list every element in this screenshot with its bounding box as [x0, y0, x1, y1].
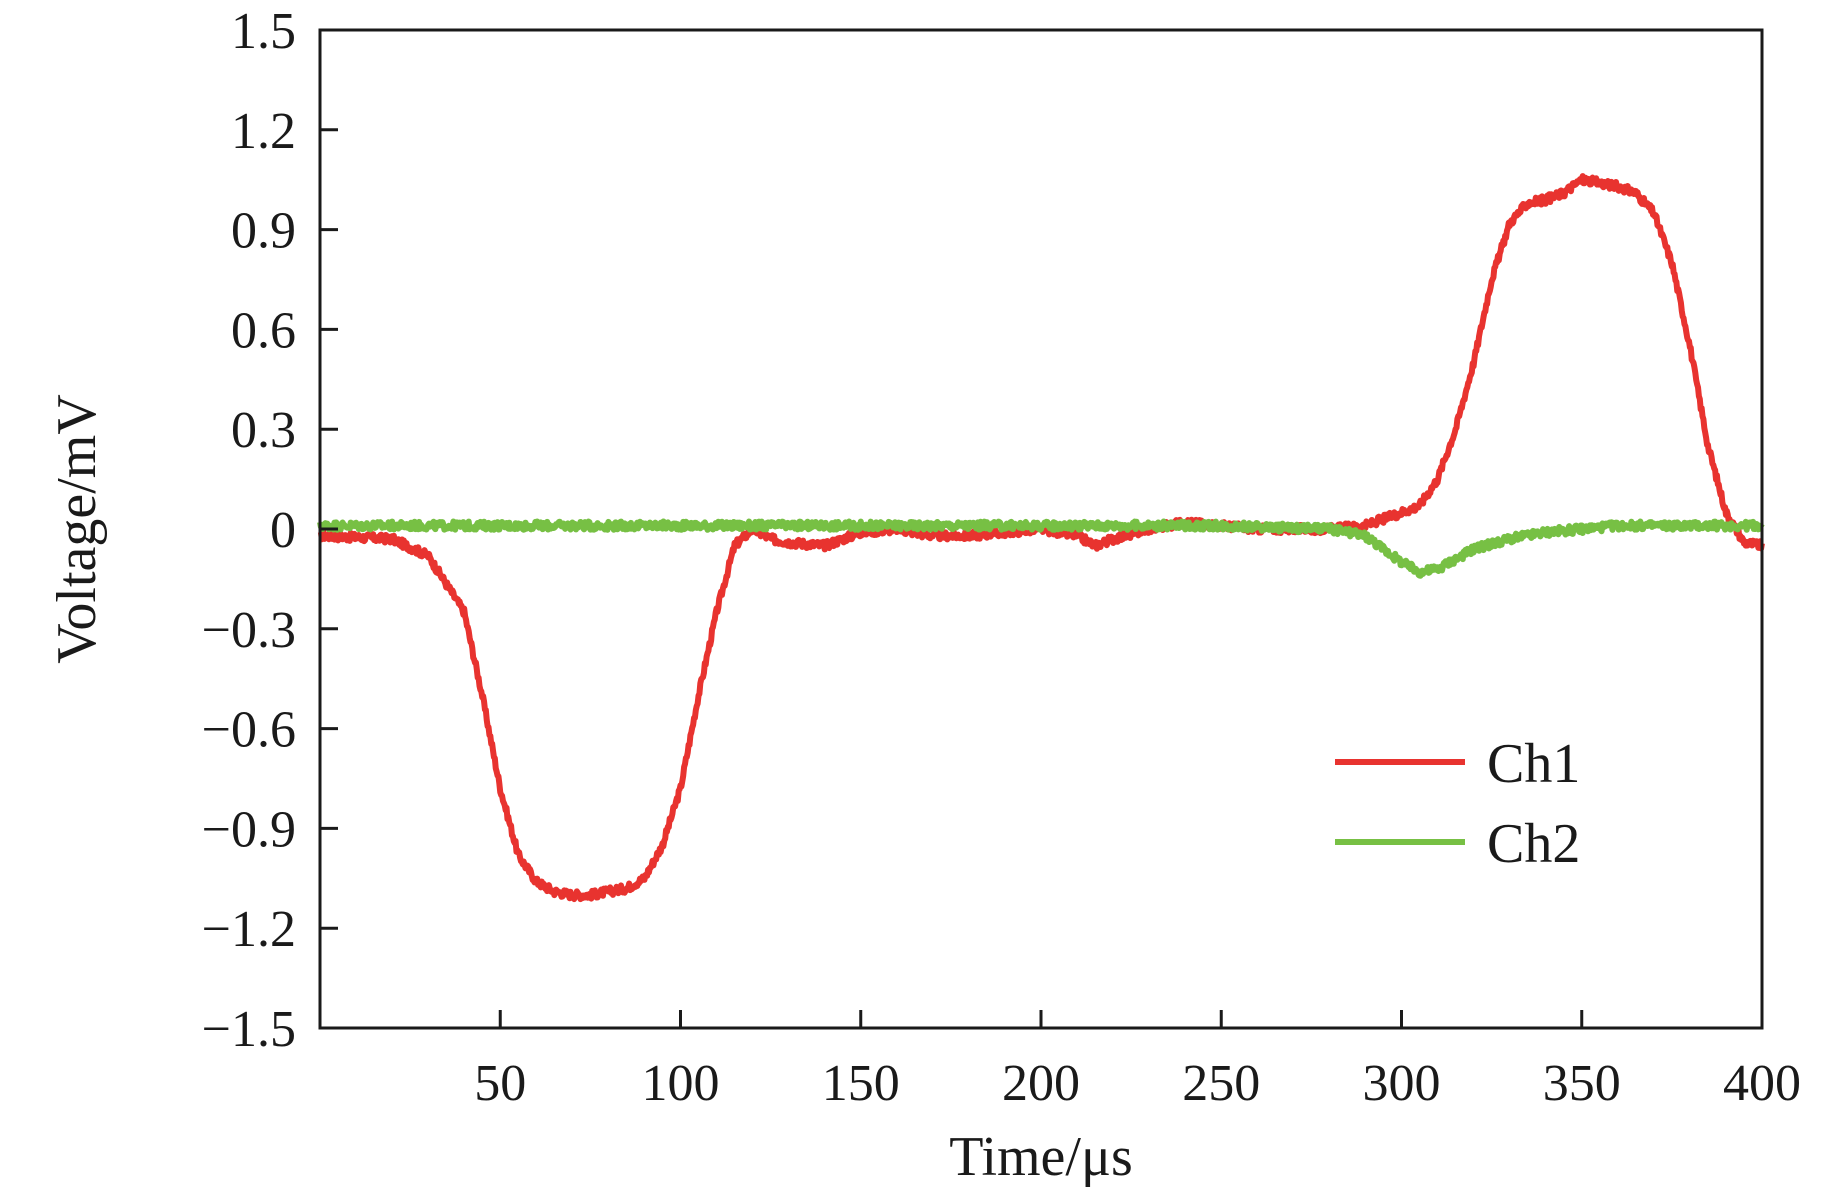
x-tick-label-200: 200 [1002, 1055, 1080, 1112]
y-tick-label-1: 1.2 [231, 103, 296, 160]
x-tick-label-150: 150 [822, 1055, 900, 1112]
y-tick-label-5: 0 [270, 502, 296, 559]
legend-label-ch1: Ch1 [1487, 733, 1580, 795]
y-tick-label-3: 0.6 [231, 302, 296, 359]
y-tick-label-9: −1.2 [202, 901, 296, 958]
x-tick-label-50: 50 [474, 1055, 526, 1112]
y-tick-label-0: 1.5 [231, 3, 296, 60]
x-tick-label-100: 100 [642, 1055, 720, 1112]
x-axis-title: Time/μs [949, 1126, 1133, 1188]
series-layer [317, 173, 1765, 903]
x-tick-label-350: 350 [1543, 1055, 1621, 1112]
series-line-ch2 [317, 518, 1765, 579]
y-axis-title: Voltage/mV [46, 394, 108, 664]
x-axis: 50 100 150 200 250 300 350 400 [474, 1010, 1801, 1112]
y-tick-label-4: 0.3 [231, 402, 296, 459]
x-tick-label-400: 400 [1723, 1055, 1801, 1112]
y-tick-label-6: −0.3 [202, 602, 296, 659]
y-axis: 1.5 1.2 0.9 0.6 0.3 0 −0.3 −0.6 −0.9 −1.2 −1.5 [202, 3, 338, 1058]
y-tick-label-2: 0.9 [231, 203, 296, 260]
y-tick-label-7: −0.6 [202, 702, 296, 759]
x-tick-label-300: 300 [1363, 1055, 1441, 1112]
legend-label-ch2: Ch2 [1487, 813, 1580, 875]
y-tick-label-10: −1.5 [202, 1001, 296, 1058]
x-tick-label-250: 250 [1182, 1055, 1260, 1112]
y-tick-label-8: −0.9 [202, 801, 296, 858]
